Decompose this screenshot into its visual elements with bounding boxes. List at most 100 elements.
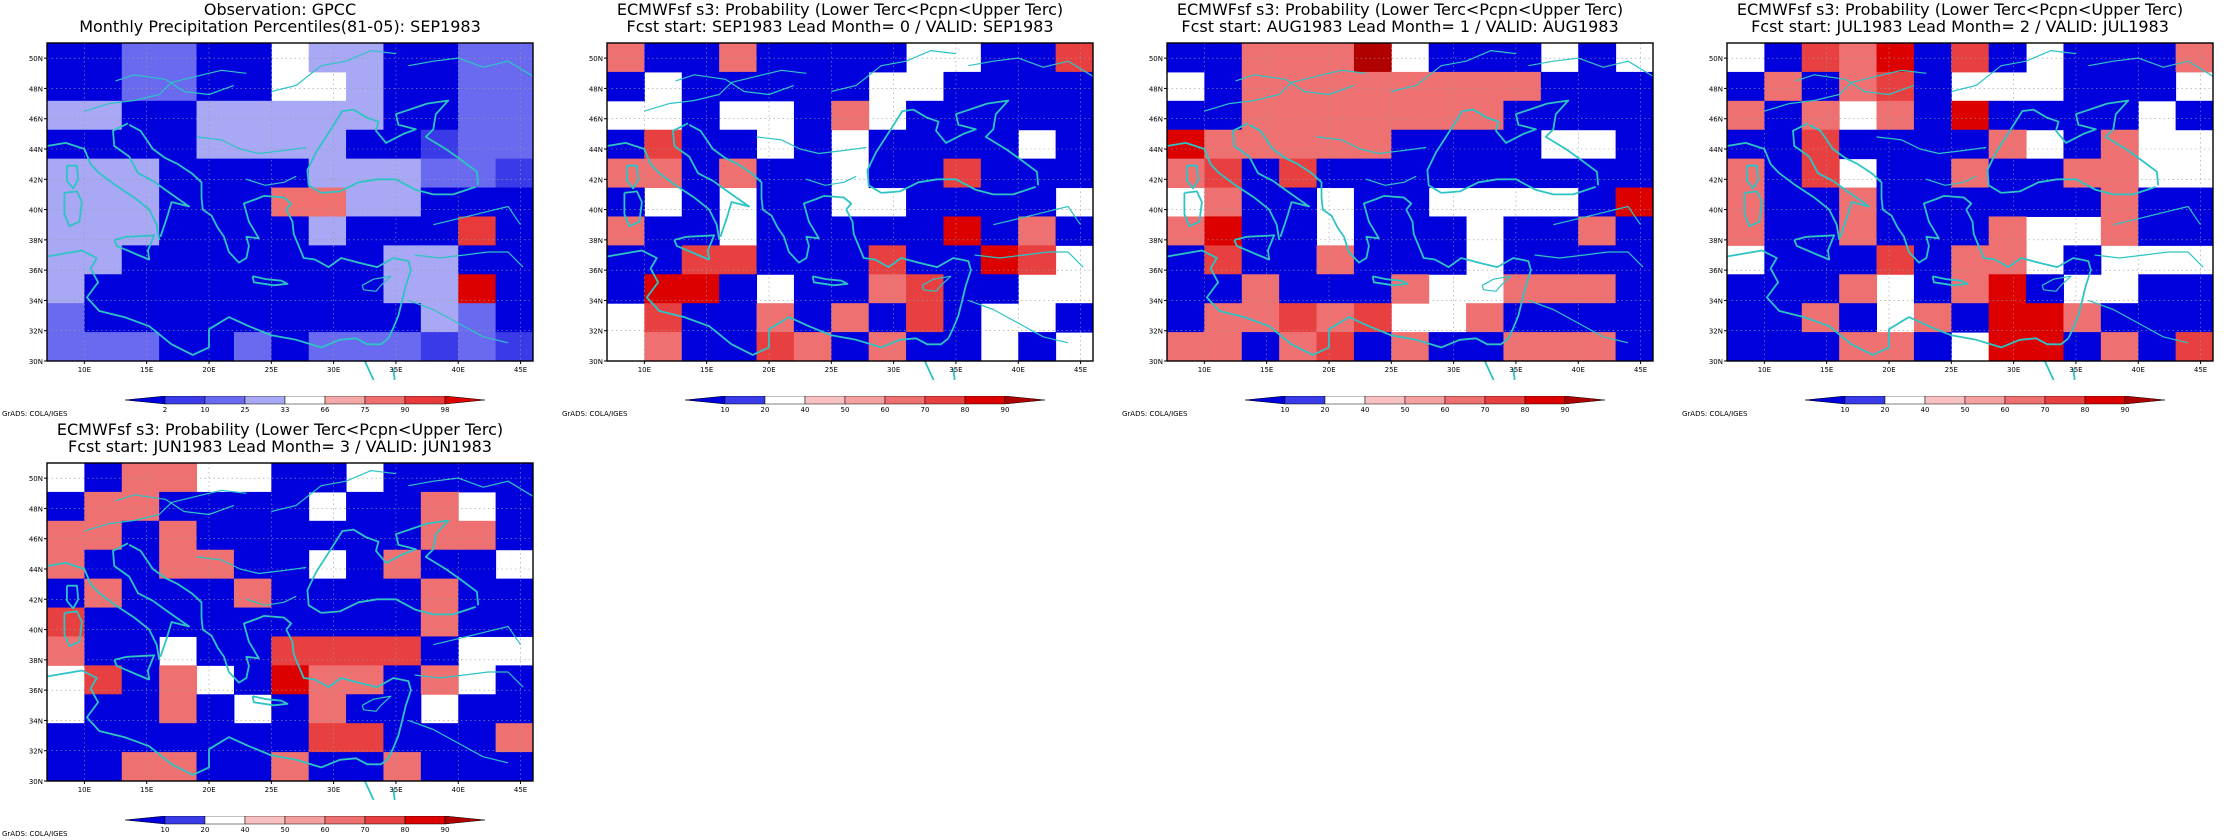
colorbar-label: 50 — [281, 826, 290, 834]
coastline — [1808, 124, 1973, 264]
grid-cell — [121, 100, 160, 131]
panel-subtitle: Fcst start: JUL1983 Lead Month= 2 / VALI… — [1751, 17, 2169, 36]
grid-cell — [1167, 332, 1205, 362]
colorbar-label: 98 — [441, 406, 450, 414]
coastline — [1391, 50, 1516, 93]
coastline — [361, 695, 392, 712]
grid-cell — [383, 607, 422, 637]
grid-cell — [681, 216, 720, 246]
grid-cell — [868, 303, 907, 333]
grid-cell — [495, 100, 534, 131]
colorbar-label: 75 — [361, 406, 370, 414]
grid-cell — [1167, 43, 1205, 73]
colorbar-label: 10 — [1281, 406, 1290, 414]
grid-cell — [1055, 129, 1094, 160]
coastline — [392, 368, 396, 380]
grid-cell — [868, 158, 907, 189]
lat-tick-label: 46N — [589, 116, 603, 124]
lon-tick-label: 40E — [1572, 366, 1585, 374]
colorbar-swatch — [444, 396, 486, 405]
grid-cell — [47, 303, 85, 333]
grid-cell — [1615, 216, 1654, 246]
grid-cell — [1055, 43, 1094, 73]
coastline — [408, 477, 534, 497]
grid-cell — [1353, 245, 1392, 275]
colorbar-label: 70 — [1481, 406, 1490, 414]
grid-cell — [495, 129, 534, 160]
grid-cell — [644, 245, 683, 275]
grid-cell — [196, 274, 235, 304]
grid-cell — [233, 665, 272, 695]
grid-cell — [681, 129, 720, 160]
grid-cell — [1466, 332, 1504, 362]
map-frame — [606, 42, 1094, 362]
grid-cell — [47, 274, 85, 304]
panel-subtitle: Fcst start: JUN1983 Lead Month= 3 / VALI… — [68, 437, 492, 456]
coastline — [84, 489, 247, 532]
grid-cell — [1167, 303, 1205, 333]
coastline — [866, 99, 1040, 194]
grid-cell — [308, 274, 347, 304]
colorbar-swatch — [1524, 396, 1566, 405]
grid-cell — [2138, 303, 2177, 333]
grid-cell — [458, 752, 497, 782]
grid-cell — [458, 129, 497, 160]
coastline — [66, 584, 80, 610]
grid-cell — [84, 71, 123, 102]
coastline — [1528, 299, 1629, 344]
colorbar-label: 60 — [1441, 406, 1450, 414]
grid-cell — [2100, 43, 2139, 73]
colorbar-swatch — [1444, 396, 1486, 405]
grid-cell — [943, 71, 982, 102]
grid-cell — [607, 43, 645, 73]
lon-tick-label: 15E — [1260, 366, 1273, 374]
grid-cell — [2063, 303, 2102, 333]
grads-credit: GrADS: COLA/IGES — [2, 410, 68, 418]
grid-cell — [420, 274, 459, 304]
coastline — [271, 470, 396, 513]
grid-cell — [47, 158, 85, 189]
grid-cell — [1316, 71, 1355, 102]
coastline — [974, 251, 1084, 268]
grid-cell — [159, 216, 198, 246]
lat-tick-label: 32N — [1709, 328, 1723, 336]
grid-cell — [1764, 216, 1803, 246]
grid-cell — [84, 636, 123, 666]
colorbar-label: 20 — [201, 826, 210, 834]
grid-cell — [1279, 43, 1318, 73]
grid-cell — [943, 216, 982, 246]
coastline — [363, 780, 375, 800]
grid-cell — [458, 71, 497, 102]
grid-cell — [1241, 100, 1280, 131]
colorbar-label: 20 — [761, 406, 770, 414]
grid-cell — [271, 694, 310, 724]
grid-cell — [383, 636, 422, 666]
panel-title: ECMWFsf s3: Probability (Lower Terc<Pcpn… — [616, 0, 1064, 19]
grid-cell — [1018, 245, 1057, 275]
colorbar-label: 20 — [1881, 406, 1890, 414]
grid-cell — [1018, 100, 1057, 131]
grid-cell — [420, 491, 459, 522]
grid-cell — [1727, 71, 1765, 102]
grid-cell — [420, 463, 459, 493]
grid-cell — [1055, 100, 1094, 131]
grid-cell — [1615, 332, 1654, 362]
colorbar-label: 50 — [1401, 406, 1410, 414]
grid-cell — [1466, 71, 1504, 102]
grid-cell — [495, 694, 534, 724]
grid-cell — [308, 578, 347, 609]
coastline — [1951, 50, 2076, 93]
colorbar-swatch — [284, 396, 326, 405]
percentile-map: 30N 32N 34N 36N 38N 40N 42N 44N 46N 48N 50N 10E 15E 2… — [29, 42, 534, 380]
colorbar-swatch — [404, 396, 446, 405]
colorbar-label: 80 — [1521, 406, 1530, 414]
grid-cell — [1876, 100, 1915, 131]
grid-cell — [495, 274, 534, 304]
colorbar-label: 80 — [961, 406, 970, 414]
grid-cell — [196, 636, 235, 666]
grid-cell — [420, 303, 459, 333]
grid-cell — [1615, 100, 1654, 131]
grid-cell — [831, 43, 870, 73]
grid-cell — [346, 43, 384, 73]
panel-ecmwf-lead-0: ECMWFsf s3: Probability (Lower Terc<Pcpn… — [560, 0, 1120, 420]
